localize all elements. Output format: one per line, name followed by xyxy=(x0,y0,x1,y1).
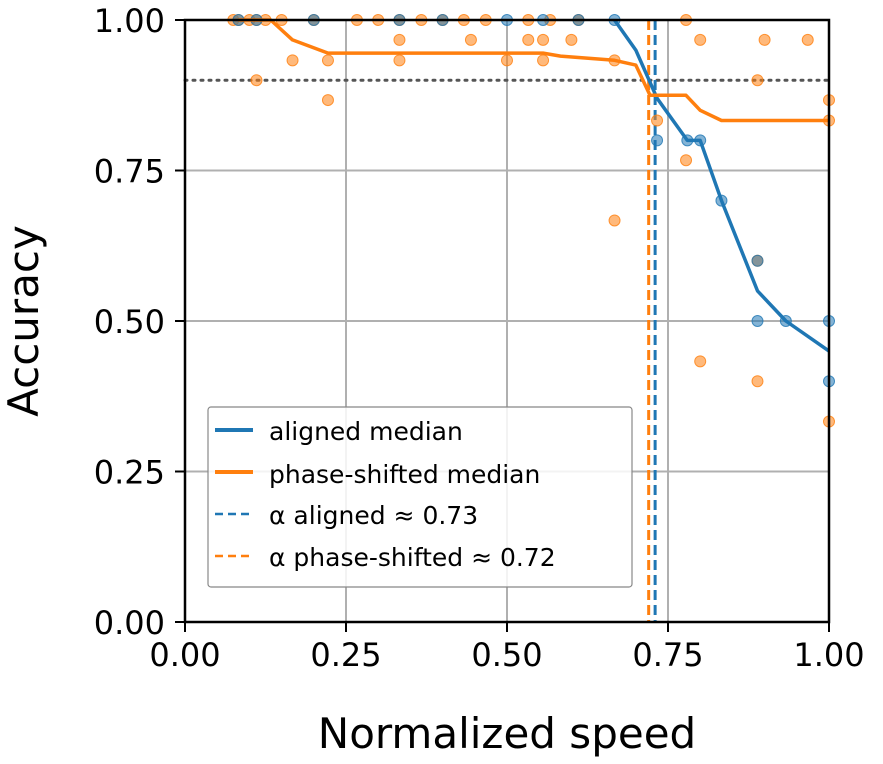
phase-shifted-point xyxy=(250,74,263,87)
phase-shifted-point xyxy=(751,375,764,388)
y-tick-label: 0.50 xyxy=(94,303,165,341)
x-tick-label: 0.50 xyxy=(471,636,542,674)
phase-shifted-point xyxy=(321,94,334,107)
phase-shifted-point xyxy=(537,33,550,46)
phase-shifted-point xyxy=(393,54,406,67)
phase-shifted-point xyxy=(321,54,334,67)
phase-shifted-median-line xyxy=(238,18,829,123)
phase-shifted-point xyxy=(565,33,578,46)
legend-label-aligned-median: aligned median xyxy=(269,417,463,446)
alpha-lines-group xyxy=(647,20,657,622)
aligned-point xyxy=(751,254,764,267)
phase-shifted-point xyxy=(651,114,664,127)
aligned-point xyxy=(651,134,664,147)
phase-shifted-point xyxy=(608,214,621,227)
phase-shifted-point xyxy=(680,154,693,167)
x-tick-label: 0.00 xyxy=(149,636,220,674)
y-tick-label: 0.25 xyxy=(94,454,165,492)
y-tick-label: 0.75 xyxy=(94,153,165,191)
y-axis-title: Accuracy xyxy=(0,225,48,417)
axis-ticks-group: 0.00 0.25 0.50 0.75 1.00 0.00 0.25 0.50 0.75 1.00 xyxy=(94,2,865,674)
legend: aligned median phase-shifted median α al… xyxy=(207,406,633,588)
phase-shifted-point xyxy=(694,355,707,368)
phase-shifted-point xyxy=(537,54,550,67)
median-lines-group xyxy=(238,18,831,353)
aligned-median-line xyxy=(613,18,831,353)
y-tick-label: 1.00 xyxy=(94,2,165,40)
phase-shifted-point xyxy=(751,74,764,87)
legend-label-phase-shifted-median: phase-shifted median xyxy=(269,460,540,489)
phase-shifted-point xyxy=(801,33,814,46)
phase-shifted-point xyxy=(694,33,707,46)
y-tick-label: 0.00 xyxy=(94,604,165,642)
phase-shifted-point xyxy=(501,54,513,67)
legend-label-alpha-aligned: α aligned ≈ 0.73 xyxy=(269,501,478,530)
legend-label-alpha-phase-shifted: α phase-shifted ≈ 0.72 xyxy=(269,543,556,572)
x-tick-label: 0.75 xyxy=(632,636,703,674)
scatter-points-group xyxy=(227,14,835,428)
legend-box xyxy=(207,406,633,588)
x-axis-title: Normalized speed xyxy=(318,709,696,758)
phase-shifted-point xyxy=(522,33,535,46)
phase-shifted-point xyxy=(393,33,406,46)
phase-shifted-point xyxy=(286,54,299,67)
phase-shifted-point xyxy=(464,33,477,46)
aligned-point xyxy=(751,315,764,327)
x-tick-label: 0.25 xyxy=(310,636,381,674)
phase-shifted-point xyxy=(758,33,771,46)
x-tick-label: 1.00 xyxy=(793,636,864,674)
